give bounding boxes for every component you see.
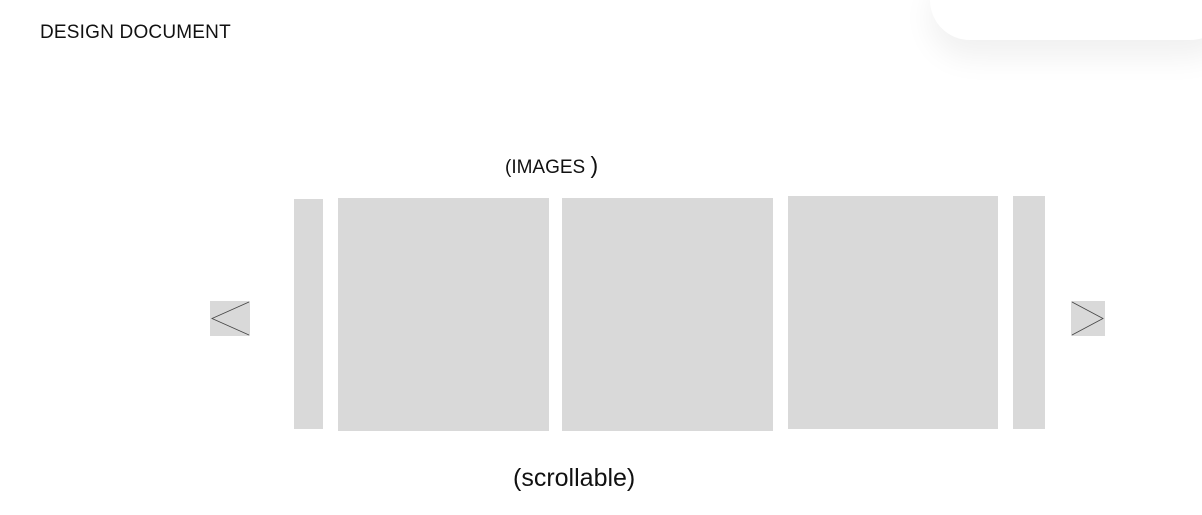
gallery-label-close: ) — [590, 152, 599, 178]
gallery-image-2[interactable] — [562, 198, 773, 431]
gallery-label-text: (IMAGES — [505, 157, 591, 178]
page-title: DESIGN DOCUMENT — [40, 22, 231, 43]
next-button[interactable] — [1071, 301, 1105, 336]
scrollable-caption: (scrollable) — [513, 464, 636, 492]
gallery-image-partial-right[interactable] — [1013, 196, 1045, 429]
corner-shadow — [930, 0, 1202, 40]
gallery-label: (IMAGES ) — [505, 152, 598, 179]
prev-button[interactable] — [210, 301, 250, 336]
gallery-image-3[interactable] — [788, 196, 998, 429]
gallery-image-partial-left[interactable] — [294, 199, 323, 429]
chevron-right-icon — [1071, 301, 1104, 336]
gallery-image-1[interactable] — [338, 198, 549, 431]
chevron-left-icon — [211, 301, 250, 336]
